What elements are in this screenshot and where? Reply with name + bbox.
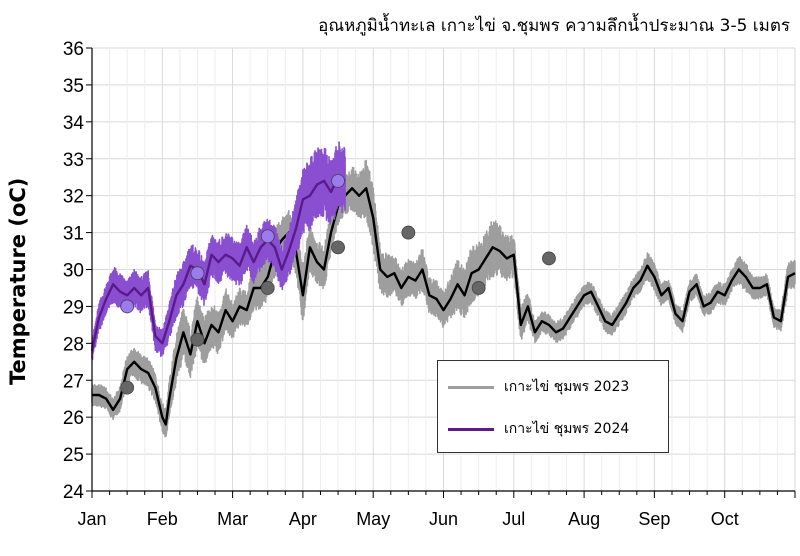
monthly-mean-marker-0 [542, 251, 556, 266]
x-tick-label: Oct [711, 509, 739, 529]
legend-item-2023: เกาะไข่ ชุมพร 2023 [448, 375, 629, 399]
x-tick-label: Mar [217, 509, 248, 529]
monthly-mean-marker-1 [120, 299, 135, 314]
x-tick-label: Jul [502, 509, 525, 529]
series-mean-1 [90, 176, 346, 351]
y-tick-label: 29 [63, 297, 84, 318]
monthly-mean-marker-0 [120, 380, 135, 395]
y-axis-label: Temperature (oC) [6, 177, 30, 385]
monthly-mean-marker-0 [260, 281, 275, 295]
y-tick-label: 34 [63, 113, 85, 134]
legend-swatch-2024 [448, 427, 494, 431]
monthly-mean-marker-0 [401, 225, 416, 240]
monthly-mean-marker-0 [331, 240, 345, 255]
chart-title: อุณหภูมิน้ำทะเล เกาะไข่ จ.ชุมพร ความลึกน… [318, 16, 790, 36]
y-tick-label: 31 [63, 224, 84, 245]
monthly-mean-marker-0 [471, 281, 486, 295]
monthly-mean-marker-0 [190, 332, 205, 347]
x-tick-label: Sep [638, 509, 670, 529]
y-tick-label: 33 [63, 150, 84, 171]
y-tick-label: 36 [63, 39, 84, 60]
y-tick-label: 25 [63, 445, 84, 466]
y-tick-label: 26 [63, 408, 84, 429]
y-tick-label: 35 [63, 76, 84, 97]
y-tick-label: 24 [63, 482, 85, 503]
monthly-mean-marker-1 [190, 266, 205, 281]
monthly-mean-marker-1 [260, 229, 275, 244]
x-tick-label: Feb [147, 509, 178, 529]
legend-label-2023: เกาะไข่ ชุมพร 2023 [504, 379, 630, 395]
x-tick-label: Jun [429, 509, 458, 529]
monthly-mean-marker-1 [331, 173, 345, 188]
y-tick-label: 30 [63, 261, 84, 282]
x-tick-label: Apr [289, 509, 317, 529]
x-tick-label: Aug [568, 509, 600, 529]
x-tick-label: Jan [77, 509, 106, 529]
y-tick-label: 27 [63, 371, 84, 392]
legend-swatch-2023 [448, 385, 494, 389]
y-tick-label: 32 [63, 187, 84, 208]
x-tick-label: May [356, 509, 390, 529]
legend-label-2024: เกาะไข่ ชุมพร 2024 [504, 421, 630, 437]
chart-legend: เกาะไข่ ชุมพร 2023 เกาะไข่ ชุมพร 2024 [437, 360, 669, 453]
legend-item-2024: เกาะไข่ ชุมพร 2024 [448, 417, 629, 441]
y-tick-label: 28 [63, 334, 84, 355]
